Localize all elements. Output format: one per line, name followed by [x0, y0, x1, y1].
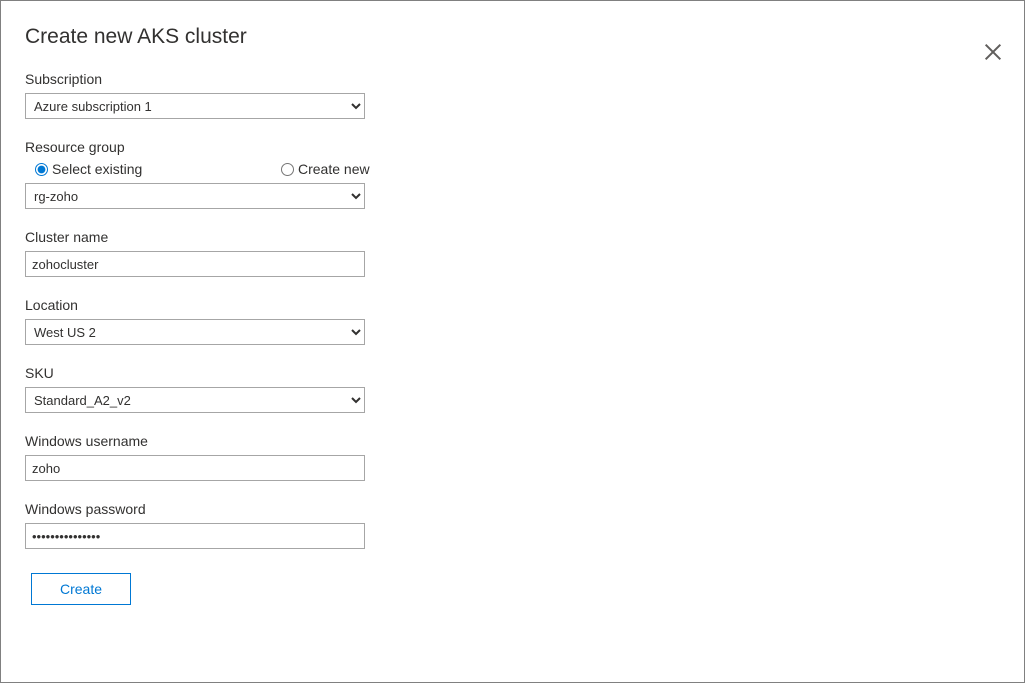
windows-password-label: Windows password	[25, 501, 1024, 517]
windows-username-group: Windows username	[25, 433, 1024, 481]
resource-group-label: Resource group	[25, 139, 1024, 155]
create-button[interactable]: Create	[31, 573, 131, 605]
resource-group-radio-row: Select existing Create new	[25, 161, 1024, 177]
close-button[interactable]	[982, 41, 1004, 63]
location-select[interactable]: West US 2	[25, 319, 365, 345]
subscription-group: Subscription Azure subscription 1	[25, 71, 1024, 119]
select-existing-radio[interactable]	[35, 163, 48, 176]
subscription-label: Subscription	[25, 71, 1024, 87]
close-icon	[982, 50, 1004, 66]
resource-group-group: Resource group Select existing Create ne…	[25, 139, 1024, 209]
create-aks-cluster-dialog: Create new AKS cluster Subscription Azur…	[1, 1, 1024, 605]
cluster-name-label: Cluster name	[25, 229, 1024, 245]
windows-username-input[interactable]	[25, 455, 365, 481]
sku-group: SKU Standard_A2_v2	[25, 365, 1024, 413]
select-existing-option[interactable]: Select existing	[35, 161, 281, 177]
create-new-radio-label[interactable]: Create new	[298, 161, 370, 177]
sku-label: SKU	[25, 365, 1024, 381]
cluster-name-group: Cluster name	[25, 229, 1024, 277]
windows-password-group: Windows password	[25, 501, 1024, 549]
resource-group-select[interactable]: rg-zoho	[25, 183, 365, 209]
windows-username-label: Windows username	[25, 433, 1024, 449]
dialog-title: Create new AKS cluster	[25, 25, 1024, 49]
cluster-name-input[interactable]	[25, 251, 365, 277]
create-new-option[interactable]: Create new	[281, 161, 370, 177]
sku-select[interactable]: Standard_A2_v2	[25, 387, 365, 413]
create-new-radio[interactable]	[281, 163, 294, 176]
subscription-select[interactable]: Azure subscription 1	[25, 93, 365, 119]
location-label: Location	[25, 297, 1024, 313]
windows-password-input[interactable]	[25, 523, 365, 549]
location-group: Location West US 2	[25, 297, 1024, 345]
select-existing-radio-label[interactable]: Select existing	[52, 161, 142, 177]
